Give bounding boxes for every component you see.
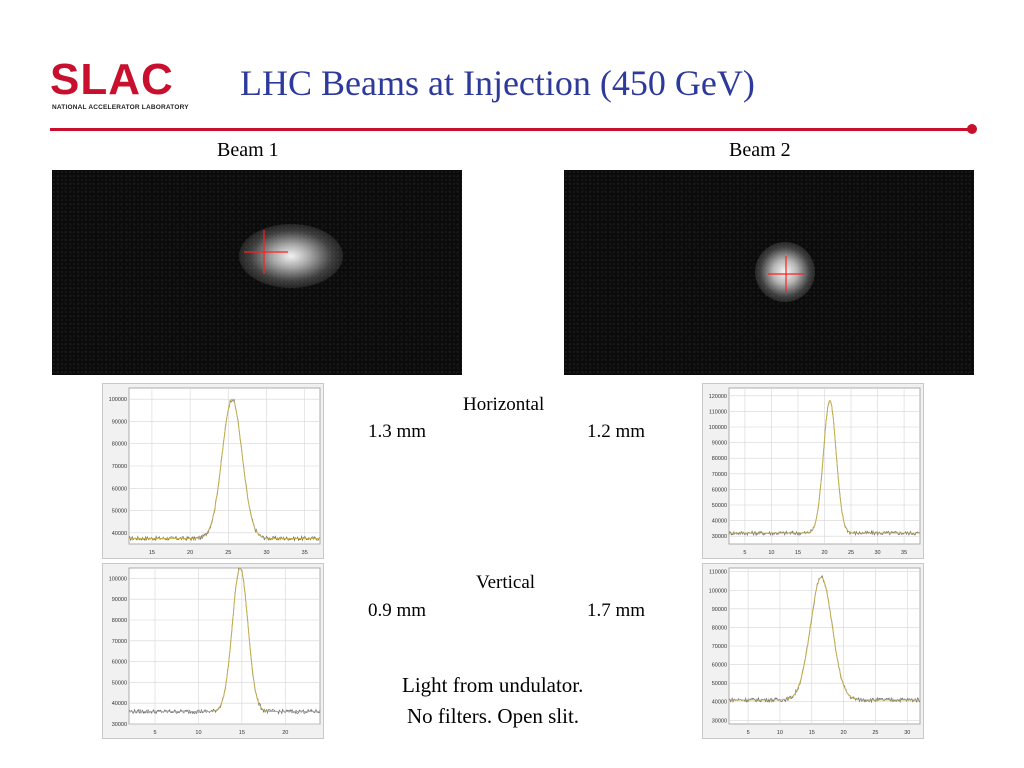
- x-tick-label: 5: [154, 730, 157, 736]
- slide-title: LHC Beams at Injection (450 GeV): [240, 63, 755, 103]
- beam2-vertical-profile-svg: 5 10 15 20 25 30 30000 40000 50000 60000 70000 8000…: [709, 567, 921, 736]
- y-tick-label: 110000: [709, 570, 727, 576]
- x-tick-label: 35: [901, 550, 907, 556]
- y-tick-label: 100000: [109, 576, 127, 582]
- x-tick-label: 35: [302, 550, 308, 556]
- x-tick-label: 10: [768, 550, 774, 556]
- horizontal-beam1-size: 1.3 mm: [368, 421, 427, 442]
- y-tick-label: 60000: [712, 487, 727, 493]
- y-tick-label: 100000: [709, 425, 727, 431]
- note-line1: Light from undulator.: [402, 673, 584, 697]
- beam2-vertical-profile-plot: 5 10 15 20 25 30 30000 40000 50000 60000 70000 8000…: [702, 563, 924, 739]
- horizontal-beam2-size: 1.2 mm: [587, 421, 646, 442]
- x-tick-label: 25: [225, 550, 231, 556]
- y-tick-label: 120000: [709, 394, 727, 400]
- y-tick-label: 80000: [712, 456, 727, 462]
- y-tick-label: 70000: [712, 472, 727, 478]
- x-tick-label: 30: [874, 550, 880, 556]
- x-tick-label: 20: [841, 730, 847, 736]
- y-tick-label: 100000: [709, 588, 727, 594]
- x-tick-label: 5: [743, 550, 746, 556]
- x-tick-label: 15: [149, 550, 155, 556]
- beam1-camera-image: [52, 170, 462, 375]
- note-line2: No filters. Open slit.: [407, 704, 580, 728]
- y-tick-label: 90000: [112, 419, 127, 425]
- logo-wordmark: SLAC: [50, 55, 174, 104]
- x-tick-label: 20: [282, 730, 288, 736]
- y-tick-label: 40000: [112, 531, 127, 537]
- gaussian-fit-line: [729, 400, 920, 534]
- beam2-label: Beam 2: [729, 139, 791, 161]
- y-tick-label: 90000: [112, 597, 127, 603]
- logo-subtext: NATIONAL ACCELERATOR LABORATORY: [52, 104, 189, 111]
- beam1-spot: [239, 224, 343, 288]
- x-tick-label: 25: [872, 730, 878, 736]
- beam1-horizontal-profile-svg: 15 20 25 30 35 40000 50000 60000 70000 80000 90000…: [109, 387, 321, 556]
- y-tick-label: 90000: [712, 441, 727, 447]
- beam2-crosshair: [768, 256, 804, 292]
- beam1-crosshair: [244, 230, 288, 274]
- y-tick-label: 60000: [112, 660, 127, 666]
- beam2-camera-image: [564, 170, 974, 375]
- title-rule: [50, 128, 972, 131]
- y-tick-label: 40000: [112, 701, 127, 707]
- y-tick-label: 50000: [712, 681, 727, 687]
- y-tick-label: 40000: [712, 700, 727, 706]
- y-tick-label: 70000: [112, 639, 127, 645]
- x-tick-label: 10: [195, 730, 201, 736]
- x-tick-label: 30: [263, 550, 269, 556]
- plot-area: [128, 567, 321, 725]
- beam2-horizontal-profile-plot: 5 10 15 20 25 30 35 30000 40000 50000 60000 70000 80…: [702, 383, 924, 559]
- y-tick-label: 100000: [109, 397, 127, 403]
- beam1-vertical-profile-svg: 5 10 15 20 30000 40000 50000 60000 70000 80000 900…: [109, 567, 321, 736]
- vertical-beam1-size: 0.9 mm: [368, 600, 427, 621]
- y-tick-label: 50000: [112, 680, 127, 686]
- x-tick-label: 30: [904, 730, 910, 736]
- y-tick-label: 60000: [112, 486, 127, 492]
- y-tick-label: 70000: [112, 464, 127, 470]
- beam1-vertical-profile-plot: 5 10 15 20 30000 40000 50000 60000 70000 80000 900…: [102, 563, 324, 739]
- y-tick-label: 30000: [112, 722, 127, 728]
- x-tick-label: 20: [187, 550, 193, 556]
- y-tick-label: 70000: [712, 644, 727, 650]
- beam2-horizontal-profile-svg: 5 10 15 20 25 30 35 30000 40000 50000 60000 70000 80…: [709, 387, 921, 556]
- x-tick-label: 25: [848, 550, 854, 556]
- x-tick-label: 5: [747, 730, 750, 736]
- y-tick-label: 80000: [112, 442, 127, 448]
- gaussian-fit-line: [129, 567, 320, 712]
- y-tick-label: 110000: [709, 409, 727, 415]
- x-tick-label: 15: [809, 730, 815, 736]
- y-tick-label: 80000: [712, 625, 727, 631]
- x-tick-label: 15: [795, 550, 801, 556]
- y-tick-label: 50000: [112, 509, 127, 515]
- x-tick-label: 15: [239, 730, 245, 736]
- y-tick-label: 30000: [712, 718, 727, 724]
- gaussian-fit-line: [129, 398, 320, 539]
- gaussian-fit-line: [729, 576, 920, 701]
- beam2-spot: [755, 242, 815, 302]
- y-tick-label: 80000: [112, 618, 127, 624]
- vertical-beam2-size: 1.7 mm: [587, 600, 646, 621]
- vertical-label: Vertical: [476, 572, 536, 593]
- slac-logo: SLAC NATIONAL ACCELERATOR LABORATORY: [50, 58, 200, 116]
- y-tick-label: 30000: [712, 534, 727, 540]
- y-tick-label: 40000: [712, 519, 727, 525]
- y-tick-label: 60000: [712, 663, 727, 669]
- title-rule-dot: [967, 124, 977, 134]
- x-tick-label: 10: [777, 730, 783, 736]
- horizontal-label: Horizontal: [463, 394, 545, 415]
- beam1-horizontal-profile-plot: 15 20 25 30 35 40000 50000 60000 70000 80000 90000…: [102, 383, 324, 559]
- beam1-label: Beam 1: [217, 139, 279, 161]
- x-tick-label: 20: [821, 550, 827, 556]
- y-tick-label: 50000: [712, 503, 727, 509]
- y-tick-label: 90000: [712, 607, 727, 613]
